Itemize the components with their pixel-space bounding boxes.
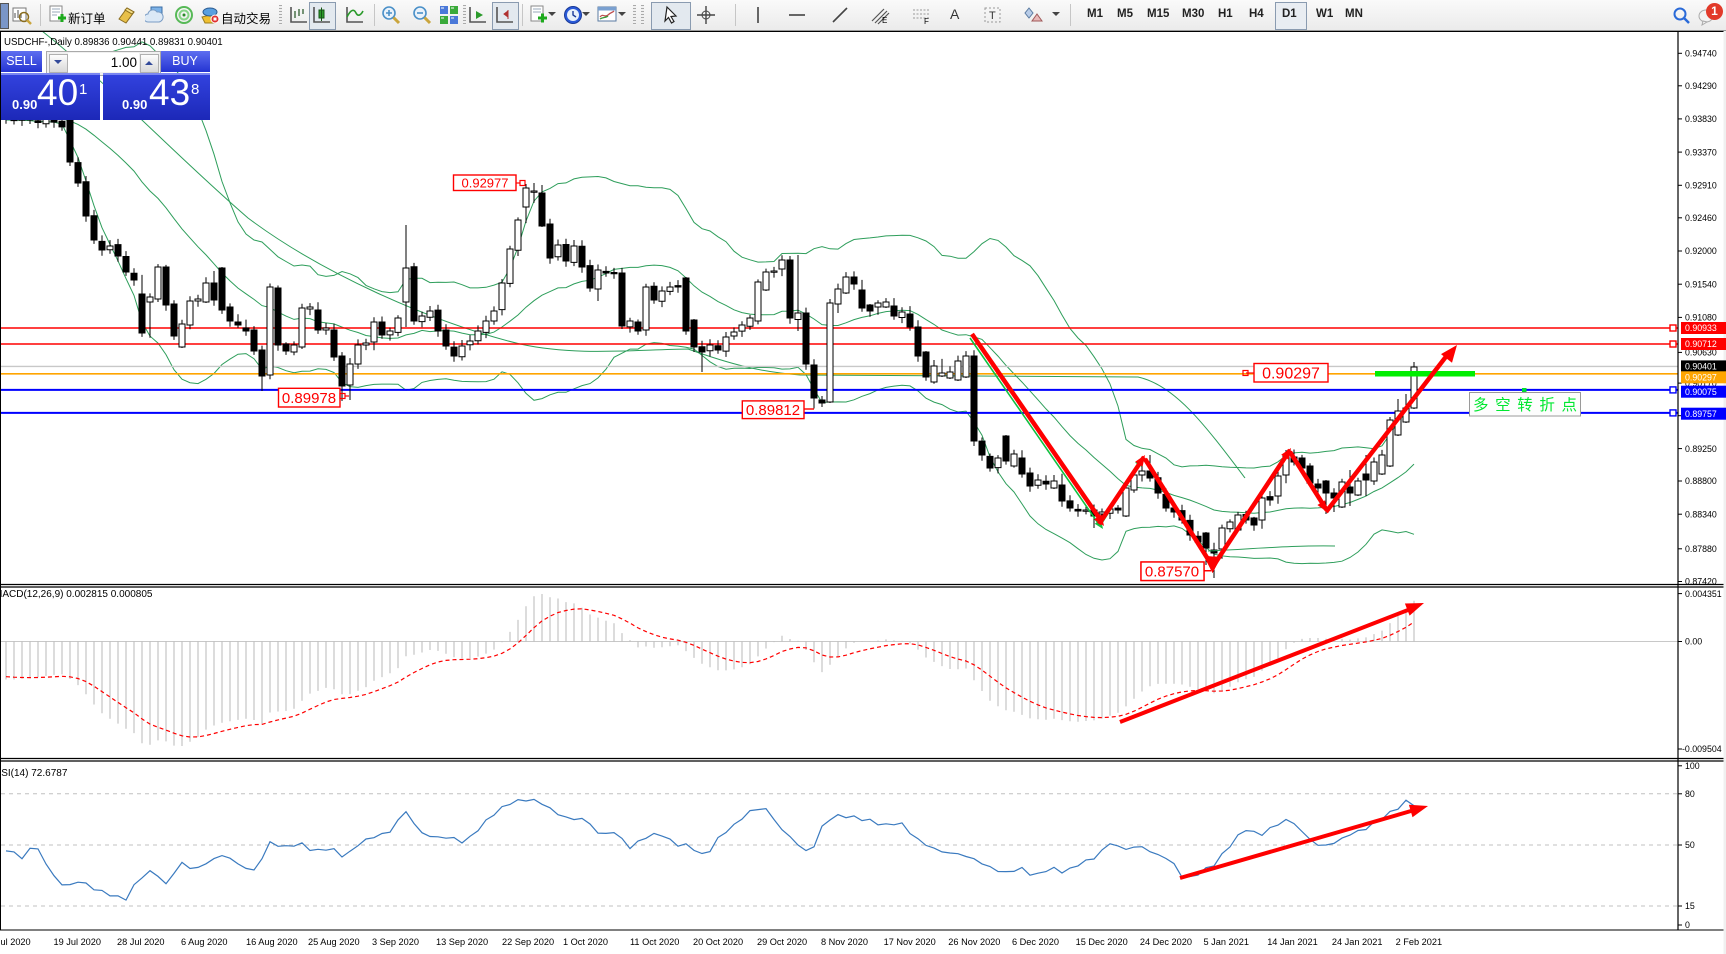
svg-text:E: E (882, 16, 887, 25)
svg-text:17 Nov 2020: 17 Nov 2020 (884, 937, 936, 947)
svg-text:5 Jan 2021: 5 Jan 2021 (1204, 937, 1249, 947)
svg-text:15 Dec 2020: 15 Dec 2020 (1076, 937, 1128, 947)
svg-text:0.89250: 0.89250 (1685, 444, 1717, 454)
svg-text:0.91080: 0.91080 (1685, 313, 1717, 323)
svg-text:0.92910: 0.92910 (1685, 181, 1717, 191)
svg-text:0.92000: 0.92000 (1685, 246, 1717, 256)
svg-text:0.92977: 0.92977 (462, 175, 509, 190)
svg-text:0.89978: 0.89978 (282, 390, 336, 407)
svg-text:22 Sep 2020: 22 Sep 2020 (502, 937, 554, 947)
svg-text:0.90297: 0.90297 (1685, 373, 1717, 383)
svg-text:8 Nov 2020: 8 Nov 2020 (821, 937, 868, 947)
svg-text:6 Dec 2020: 6 Dec 2020 (1012, 937, 1059, 947)
svg-text:多空转折点: 多空转折点 (1473, 396, 1577, 414)
svg-text:0.89812: 0.89812 (746, 402, 800, 419)
svg-text:11 Oct 2020: 11 Oct 2020 (630, 937, 679, 947)
svg-text:16 Aug 2020: 16 Aug 2020 (246, 937, 298, 947)
svg-text:0.90297: 0.90297 (1262, 366, 1320, 383)
svg-text:26 Nov 2020: 26 Nov 2020 (948, 937, 1000, 947)
svg-text:ul 2020: ul 2020 (1, 937, 31, 947)
svg-text:15: 15 (1685, 901, 1695, 911)
svg-text:0.89757: 0.89757 (1685, 409, 1717, 419)
svg-text:0.88340: 0.88340 (1685, 509, 1717, 519)
svg-text:T: T (989, 10, 996, 22)
svg-text:24 Jan 2021: 24 Jan 2021 (1332, 937, 1383, 947)
svg-text:0.92460: 0.92460 (1685, 213, 1717, 223)
svg-text:19 Jul 2020: 19 Jul 2020 (54, 937, 102, 947)
svg-text:0: 0 (1685, 920, 1690, 930)
svg-text:0.004351: 0.004351 (1685, 589, 1722, 599)
svg-text:24 Dec 2020: 24 Dec 2020 (1140, 937, 1192, 947)
svg-text:2 Feb 2021: 2 Feb 2021 (1396, 937, 1443, 947)
svg-text:0.90933: 0.90933 (1685, 323, 1717, 333)
svg-text:0.87420: 0.87420 (1685, 577, 1717, 587)
svg-text:50: 50 (1685, 840, 1695, 850)
svg-text:28 Jul 2020: 28 Jul 2020 (117, 937, 165, 947)
svg-text:0.90075: 0.90075 (1685, 387, 1717, 397)
svg-text:3 Sep 2020: 3 Sep 2020 (372, 937, 419, 947)
svg-text:0.90630: 0.90630 (1685, 348, 1717, 358)
svg-text:80: 80 (1685, 789, 1695, 799)
svg-text:1 Oct 2020: 1 Oct 2020 (563, 937, 608, 947)
svg-text:6 Aug 2020: 6 Aug 2020 (181, 937, 228, 947)
svg-text:MACD(12,26,9) 0.002815 0.00080: MACD(12,26,9) 0.002815 0.000805 (0, 589, 153, 600)
svg-text:0.00: 0.00 (1685, 637, 1702, 647)
svg-text:0.90712: 0.90712 (1685, 339, 1717, 349)
svg-text:-0.009504: -0.009504 (1682, 744, 1722, 754)
svg-text:0.94740: 0.94740 (1685, 49, 1717, 59)
svg-text:USDCHF-,Daily 0.89836 0.90441: USDCHF-,Daily 0.89836 0.90441 0.89831 0.… (4, 37, 223, 48)
svg-text:0.88800: 0.88800 (1685, 476, 1717, 486)
svg-text:0.91540: 0.91540 (1685, 279, 1717, 289)
svg-text:RSI(14) 72.6787: RSI(14) 72.6787 (0, 768, 68, 779)
svg-text:29 Oct 2020: 29 Oct 2020 (757, 937, 807, 947)
svg-text:0.93830: 0.93830 (1685, 114, 1717, 124)
svg-text:0.87570: 0.87570 (1145, 564, 1199, 581)
svg-text:0.93370: 0.93370 (1685, 147, 1717, 157)
svg-text:0.94290: 0.94290 (1685, 81, 1717, 91)
svg-text:F: F (924, 17, 929, 25)
svg-text:13 Sep 2020: 13 Sep 2020 (436, 937, 488, 947)
svg-text:100: 100 (1685, 761, 1700, 771)
svg-text:20 Oct 2020: 20 Oct 2020 (693, 937, 743, 947)
svg-text:14 Jan 2021: 14 Jan 2021 (1267, 937, 1318, 947)
svg-text:25 Aug 2020: 25 Aug 2020 (308, 937, 360, 947)
svg-text:0.87880: 0.87880 (1685, 544, 1717, 554)
svg-text:0.90401: 0.90401 (1685, 362, 1717, 372)
